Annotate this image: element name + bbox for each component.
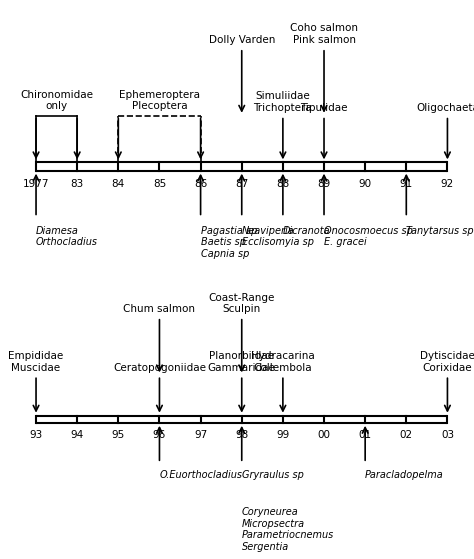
Text: Coho salmon
Pink salmon: Coho salmon Pink salmon <box>290 23 358 45</box>
Text: 88: 88 <box>276 179 290 190</box>
Text: 86: 86 <box>194 179 207 190</box>
Text: Tipulidae: Tipulidae <box>300 103 348 113</box>
Text: 02: 02 <box>400 430 413 440</box>
Text: 85: 85 <box>153 179 166 190</box>
Text: Empididae
Muscidae: Empididae Muscidae <box>9 351 64 373</box>
Text: 91: 91 <box>400 179 413 190</box>
Text: Diamesa
Orthocladius: Diamesa Orthocladius <box>36 226 98 248</box>
Text: Onocosmoecus sp
E. gracei: Onocosmoecus sp E. gracei <box>324 226 413 248</box>
Text: Dytiscidae
Corixidae: Dytiscidae Corixidae <box>420 351 474 373</box>
Text: Chironomidae
only: Chironomidae only <box>20 90 93 111</box>
Text: 97: 97 <box>194 430 207 440</box>
Text: Tanytarsus sp: Tanytarsus sp <box>406 226 474 236</box>
Text: 92: 92 <box>441 179 454 190</box>
Text: O.Euorthocladius: O.Euorthocladius <box>159 471 243 481</box>
Text: 03: 03 <box>441 430 454 440</box>
Text: Coast-Range
Sculpin: Coast-Range Sculpin <box>209 293 275 314</box>
Text: 90: 90 <box>359 179 372 190</box>
Text: Hydracarina
Collembola: Hydracarina Collembola <box>251 351 315 373</box>
Text: 89: 89 <box>318 179 331 190</box>
Text: 98: 98 <box>235 430 248 440</box>
Text: Paracladopelma: Paracladopelma <box>365 471 444 481</box>
Text: 87: 87 <box>235 179 248 190</box>
Text: Gryraulus sp: Gryraulus sp <box>242 471 304 481</box>
Text: 99: 99 <box>276 430 290 440</box>
Text: 84: 84 <box>112 179 125 190</box>
Text: 95: 95 <box>112 430 125 440</box>
Text: 01: 01 <box>359 430 372 440</box>
Text: Chum salmon: Chum salmon <box>123 304 195 314</box>
Text: Pagastia sp
Baetis sp
Capnia sp: Pagastia sp Baetis sp Capnia sp <box>201 226 257 259</box>
Text: Ephemeroptera
Plecoptera: Ephemeroptera Plecoptera <box>119 90 200 111</box>
Text: Ceratopogoniidae: Ceratopogoniidae <box>113 363 206 373</box>
Text: 96: 96 <box>153 430 166 440</box>
Text: 93: 93 <box>29 430 43 440</box>
Text: Simuliidae
Trichoptera: Simuliidae Trichoptera <box>254 91 312 113</box>
Text: Dicranota: Dicranota <box>283 226 330 236</box>
Text: 83: 83 <box>71 179 84 190</box>
Text: Neaviperla
Ecclisomyia sp: Neaviperla Ecclisomyia sp <box>242 226 314 248</box>
Text: 00: 00 <box>318 430 330 440</box>
Text: 1977: 1977 <box>23 179 49 190</box>
Text: Dolly Varden: Dolly Varden <box>209 35 275 45</box>
Text: 94: 94 <box>71 430 84 440</box>
Text: Planorbiidae
Gammaridae: Planorbiidae Gammaridae <box>208 351 276 373</box>
Text: Oligochaeta: Oligochaeta <box>416 103 474 113</box>
Text: Coryneurea
Micropsectra
Parametriocnemus
Sergentia: Coryneurea Micropsectra Parametriocnemus… <box>242 507 334 552</box>
